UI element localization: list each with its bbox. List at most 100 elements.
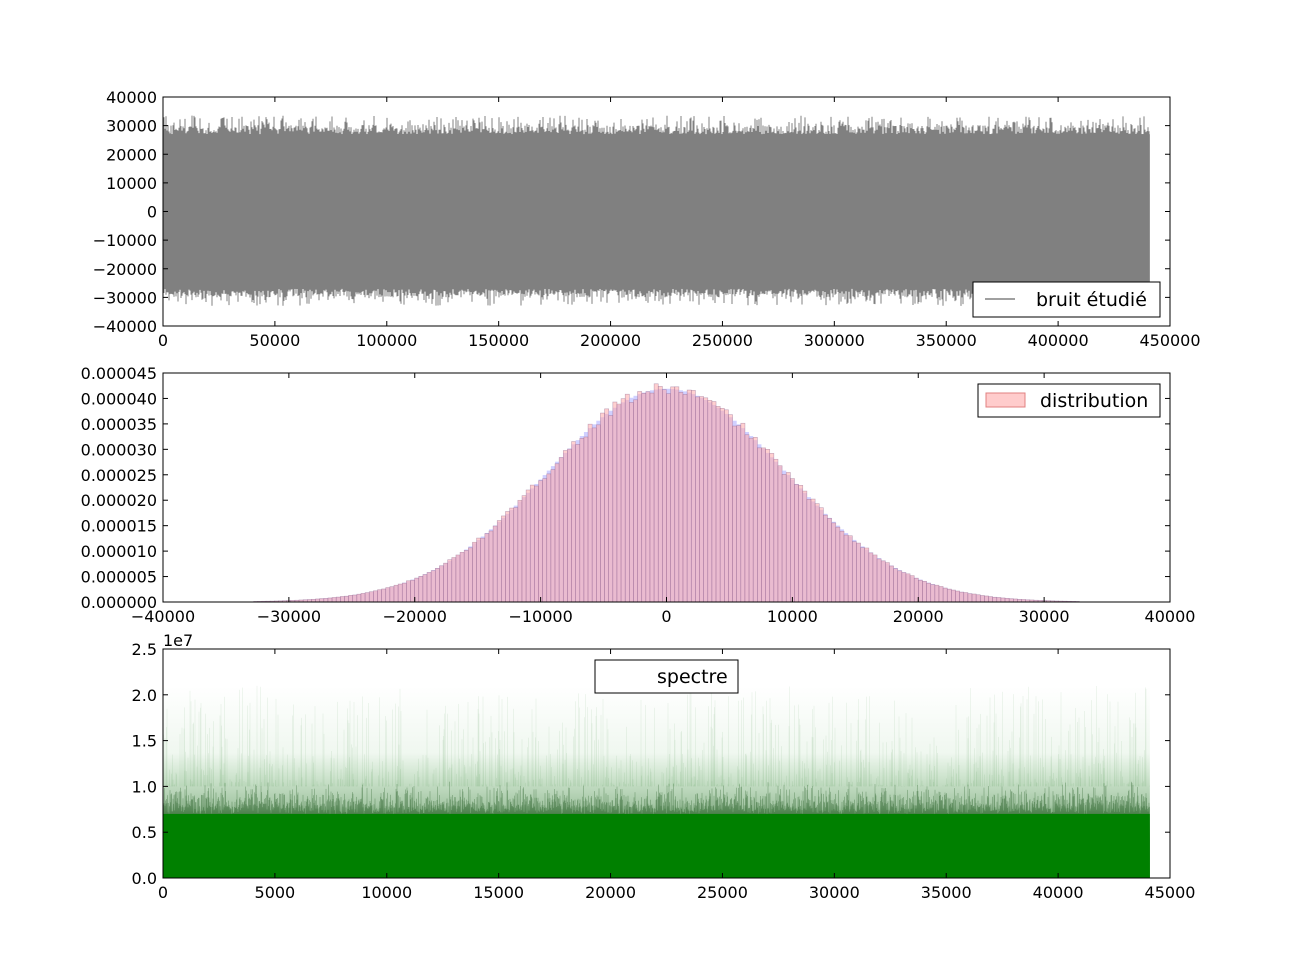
histogram-bar [682,394,688,602]
histogram-subplot: −40000 −30000 −20000 −10000 0 10000 20000 30000… [81,364,1196,626]
histogram-bar [649,392,655,602]
histogram-bar [335,596,341,602]
histogram-bar [868,552,874,602]
histogram-bars [253,383,1080,602]
histogram-bar [740,422,746,602]
histogram-bar [406,580,411,602]
histogram-bar [992,596,998,602]
histogram-bar [670,386,676,602]
histogram-bar [839,530,845,602]
histogram-bar [513,507,519,602]
histogram-bar [600,412,605,602]
histogram-bar [596,424,601,602]
histogram-bar [389,586,395,602]
histogram-bar [608,415,614,602]
histogram-bar [715,406,721,602]
histogram-bar [666,393,671,602]
histogram-bar [955,590,960,602]
histogram-bar [447,559,453,602]
histogram-ytick-label: 0.000025 [81,466,157,485]
histogram-bar [765,449,771,602]
histogram-bar [373,590,378,602]
signal-ytick-label: 20000 [106,145,157,164]
histogram-ytick-label: 0.000035 [81,415,157,434]
signal-subplot: 0 50000 100000 150000 200000 250000 300000 3500… [93,88,1201,350]
histogram-bar [732,425,737,602]
histogram-bar [368,591,374,602]
histogram-bar [410,579,415,602]
histogram-bar [744,434,750,602]
histogram-plot-area [253,383,1080,602]
histogram-bar [835,526,841,602]
spectrum-xtick-label: 45000 [1145,883,1196,902]
histogram-bar [604,408,609,602]
histogram-bar [843,534,849,602]
signal-xtick-label: 150000 [468,331,529,350]
histogram-bar [814,503,820,602]
histogram-bar [538,480,543,602]
histogram-bar [905,573,911,602]
spectrum-ytick-label: 0.5 [132,823,157,842]
signal-legend: bruit étudié [972,281,1161,318]
histogram-bar [996,597,1002,602]
histogram-bar [918,579,923,602]
histogram-bar [468,547,473,602]
spectrum-legend: spectre [594,659,739,694]
histogram-xtick-label: 20000 [893,607,944,626]
signal-ytick-label: −30000 [93,288,157,307]
histogram-bar [707,400,713,602]
histogram-bar [959,591,965,602]
histogram-bar [790,478,795,602]
histogram-bar [575,444,581,602]
signal-ticks: 0 50000 100000 150000 200000 250000 300000 3500… [93,88,1201,350]
histogram-bar [653,383,659,602]
spectrum-ytick-label: 2.5 [132,640,157,659]
histogram-bar [802,490,808,602]
histogram-ticks: −40000 −30000 −20000 −10000 0 10000 20000 30000… [81,364,1196,626]
histogram-bar [298,599,304,602]
histogram-ytick-label: 0.000045 [81,364,157,383]
histogram-bar [938,586,944,602]
histogram-ytick-label: 0.000020 [81,491,157,510]
signal-xtick-label: 50000 [249,331,300,350]
histogram-ytick-label: 0.000040 [81,389,157,408]
histogram-bar [748,437,754,602]
histogram-bar [885,562,890,602]
histogram-bar [377,589,382,602]
histogram-bar [942,587,948,602]
histogram-bar [472,541,477,602]
histogram-bar [496,520,502,602]
histogram-bar [525,489,531,602]
histogram-bar [620,398,626,602]
histogram-bar [703,397,709,602]
spectrum-legend-label: spectre [657,666,728,688]
signal-xtick-label: 350000 [916,331,977,350]
histogram-xtick-label: −30000 [257,607,321,626]
histogram-bar [757,447,762,602]
histogram-bar [777,465,783,602]
histogram-xtick-label: −10000 [508,607,572,626]
histogram-bar [587,423,593,602]
histogram-ytick-label: 0.000000 [81,593,157,612]
histogram-bar [414,577,420,602]
spectrum-subplot: 0 5000 10000 15000 20000 25000 30000 35000 40000… [132,631,1196,902]
histogram-bar [913,577,919,602]
histogram-bar [340,596,345,602]
histogram-bar [422,574,428,602]
histogram-bar [860,547,865,602]
signal-series [163,115,1150,306]
histogram-bar [831,522,837,602]
spectrum-plot-area [163,685,1150,878]
histogram-bar [397,583,403,602]
histogram-bar [699,396,704,602]
histogram-bar [616,403,622,602]
histogram-bar [662,389,667,602]
histogram-bar [558,457,564,602]
spectrum-offset-text: 1e7 [163,631,193,650]
histogram-bar [488,530,494,602]
spectrum-ytick-label: 2.0 [132,686,157,705]
histogram-xtick-label: −40000 [131,607,195,626]
histogram-bar [690,390,696,602]
spectrum-xtick-label: 10000 [361,883,412,902]
signal-ytick-label: 40000 [106,88,157,107]
